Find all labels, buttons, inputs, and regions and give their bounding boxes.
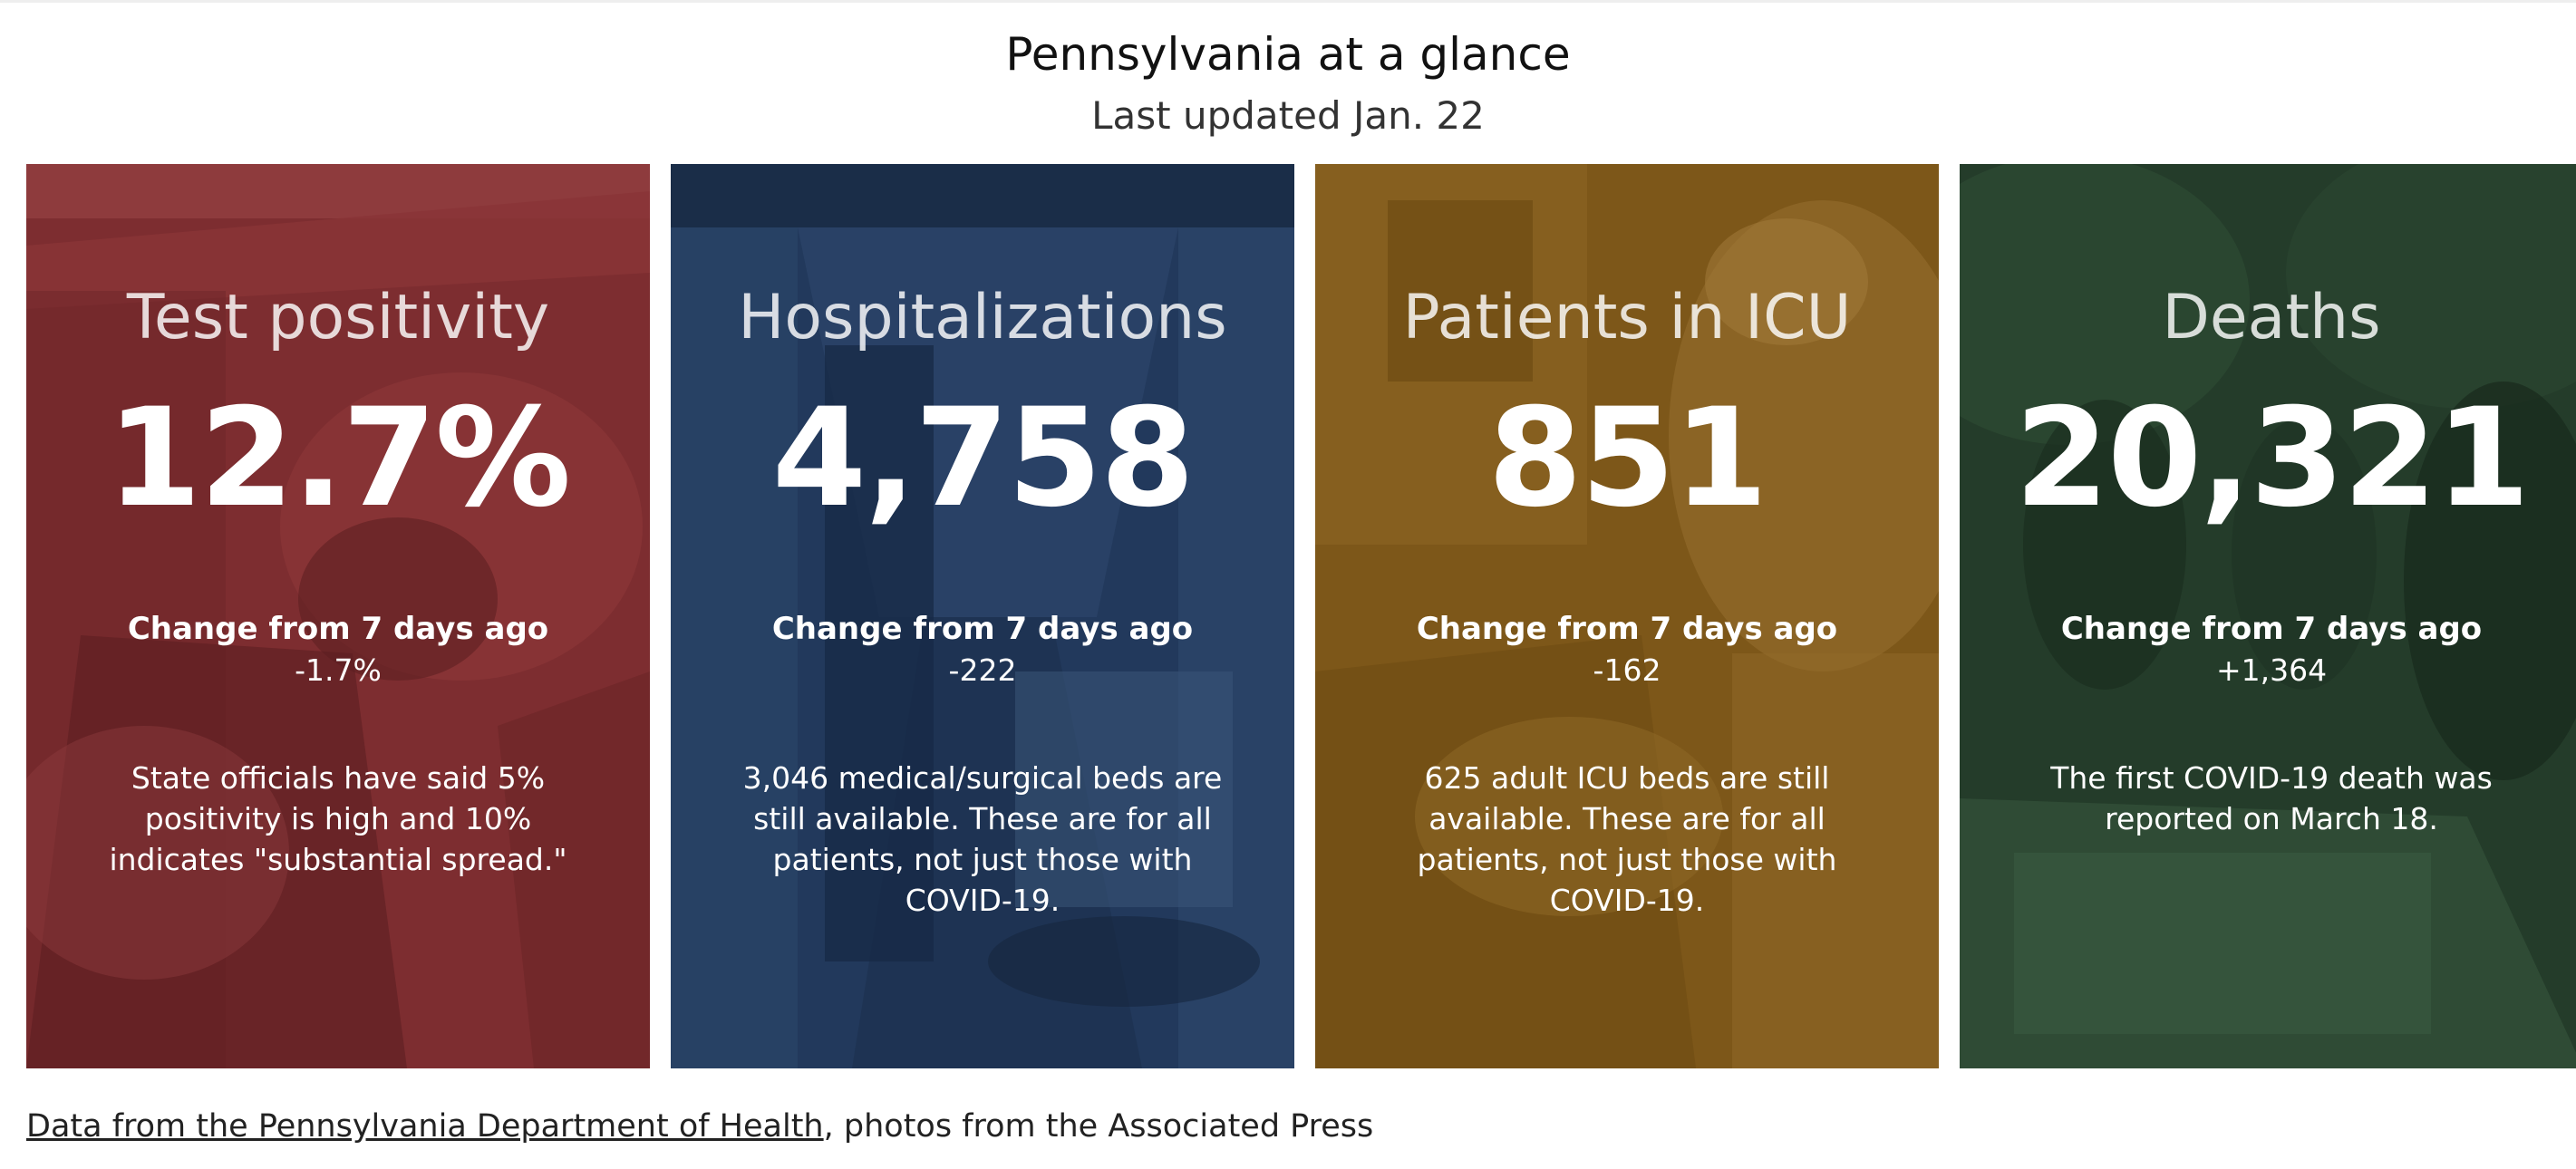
change-value: -222 xyxy=(948,652,1017,688)
change-label: Change from 7 days ago xyxy=(127,611,549,647)
change-value: -1.7% xyxy=(295,652,382,688)
card-background-photo xyxy=(671,164,1294,1068)
card-title: Test positivity xyxy=(126,282,550,353)
card-note: The first COVID-19 death was reported on… xyxy=(2050,760,2493,836)
card-test-positivity: Test positivity 12.7% Change from 7 days… xyxy=(26,164,650,1068)
change-label: Change from 7 days ago xyxy=(1416,611,1838,647)
card-value: 20,321 xyxy=(2014,380,2531,537)
card-title: Deaths xyxy=(2162,282,2381,353)
card-note: State officials have said 5% positivity … xyxy=(109,760,567,877)
change-label: Change from 7 days ago xyxy=(2060,611,2483,647)
last-updated: Last updated Jan. 22 xyxy=(1091,93,1485,138)
card-deaths: Deaths 20,321 Change from 7 days ago +1,… xyxy=(1960,164,2576,1068)
top-divider xyxy=(0,0,2576,3)
source-credit: Data from the Pennsylvania Department of… xyxy=(26,1104,1373,1149)
change-value: -162 xyxy=(1593,652,1661,688)
card-value: 4,758 xyxy=(771,380,1195,537)
card-title: Patients in ICU xyxy=(1402,282,1852,353)
photo-credit: , photos from the Associated Press xyxy=(823,1108,1374,1145)
change-label: Change from 7 days ago xyxy=(771,611,1194,647)
data-source-link[interactable]: Data from the Pennsylvania Department of… xyxy=(26,1108,824,1145)
card-value: 12.7% xyxy=(106,380,571,537)
card-background-photo xyxy=(26,164,650,1068)
card-patients-in-icu: Patients in ICU 851 Change from 7 days a… xyxy=(1315,164,1939,1068)
page-header: Pennsylvania at a glance Last updated Ja… xyxy=(0,20,2576,143)
card-note: 3,046 medical/surgical beds are still av… xyxy=(742,760,1223,918)
card-note: 625 adult ICU beds are still available. … xyxy=(1417,760,1837,918)
page-title: Pennsylvania at a glance xyxy=(1005,28,1571,81)
card-hospitalizations: Hospitalizations 4,758 Change from 7 day… xyxy=(671,164,1294,1068)
card-value: 851 xyxy=(1487,380,1767,537)
card-background-photo xyxy=(1315,164,1939,1068)
change-value: +1,364 xyxy=(2215,652,2328,688)
card-title: Hospitalizations xyxy=(738,282,1227,353)
card-background-photo xyxy=(1960,164,2576,1068)
stat-cards: Test positivity 12.7% Change from 7 days… xyxy=(26,164,2576,1068)
